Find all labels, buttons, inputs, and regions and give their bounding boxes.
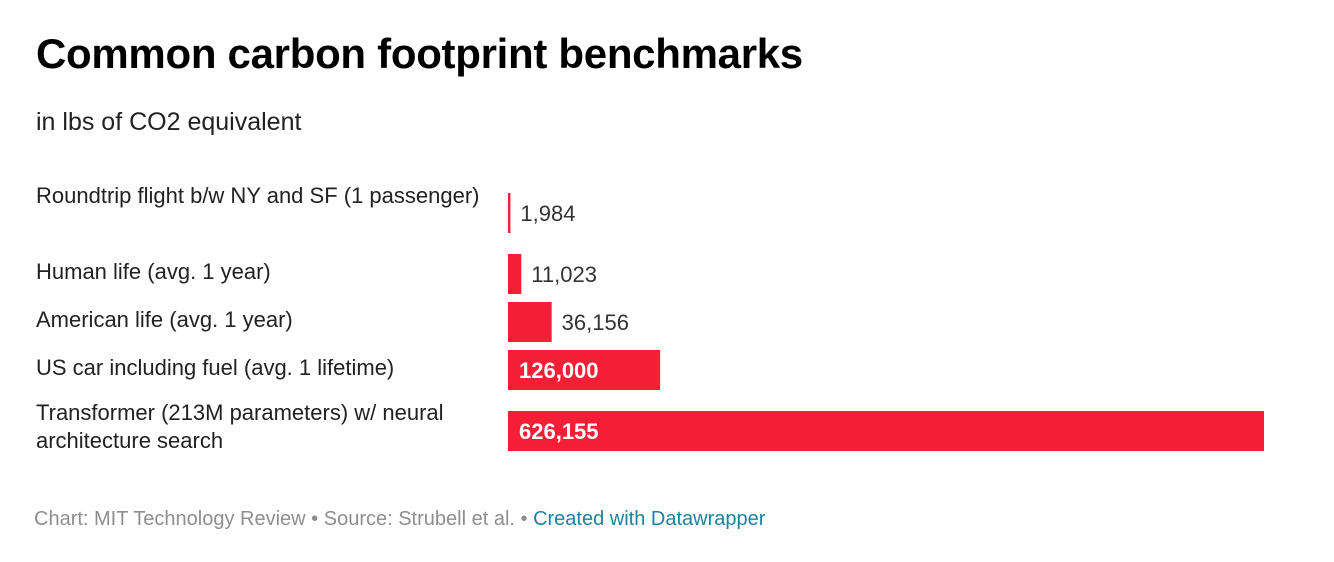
category-label: Human life (avg. 1 year) bbox=[36, 259, 271, 284]
chart-title: Common carbon footprint benchmarks bbox=[36, 30, 803, 77]
category-label: US car including fuel (avg. 1 lifetime) bbox=[36, 355, 395, 380]
bar bbox=[508, 411, 1264, 451]
category-label: Transformer (213M parameters) w/ neural … bbox=[36, 400, 444, 453]
footer-credit: Chart: MIT Technology Review bbox=[34, 508, 306, 530]
bar bbox=[508, 302, 552, 342]
category-label: Roundtrip flight b/w NY and SF (1 passen… bbox=[36, 183, 480, 208]
data-label: 11,023 bbox=[531, 262, 597, 287]
footer-separator-1: • bbox=[305, 508, 324, 530]
category-label: American life (avg. 1 year) bbox=[36, 307, 293, 332]
data-label: 626,155 bbox=[519, 419, 599, 444]
data-label: 1,984 bbox=[520, 201, 575, 226]
data-label: 36,156 bbox=[562, 310, 629, 335]
data-label: 126,000 bbox=[519, 358, 599, 383]
bar bbox=[508, 254, 522, 294]
footer-separator-2: • bbox=[514, 508, 534, 530]
chart-footer: Chart: MIT Technology Review • Source: S… bbox=[34, 508, 765, 531]
footer-source: Source: Strubell et al. bbox=[323, 508, 515, 530]
chart-subtitle: in lbs of CO2 equivalent bbox=[36, 108, 302, 136]
bar bbox=[508, 193, 511, 233]
datawrapper-link[interactable]: Created with Datawrapper bbox=[533, 508, 766, 530]
bar bbox=[508, 350, 661, 390]
